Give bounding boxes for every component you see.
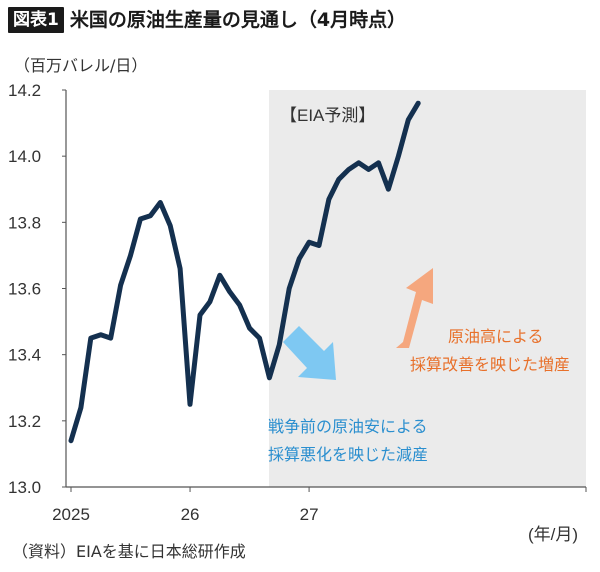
x-tick-label: 2025 bbox=[52, 505, 90, 524]
y-tick-label: 14.2 bbox=[8, 81, 41, 100]
annotation-decrease-line2: 採算悪化を映じた減産 bbox=[268, 445, 428, 464]
down-arrow bbox=[283, 326, 336, 380]
x-tick-label: 27 bbox=[300, 505, 319, 524]
x-axis-unit-label: (年/月) bbox=[528, 525, 578, 544]
chart-title: 米国の原油生産量の見通し（4月時点） bbox=[69, 9, 407, 31]
y-tick-label: 14.0 bbox=[8, 147, 41, 166]
y-tick-label: 13.8 bbox=[8, 213, 41, 232]
up-arrow bbox=[396, 268, 433, 348]
y-tick-label: 13.4 bbox=[8, 346, 41, 365]
annotation-decrease-line1: 戦争前の原油安による bbox=[268, 417, 428, 436]
series-line bbox=[68, 100, 421, 444]
x-tick-label: 26 bbox=[181, 505, 200, 524]
annotation-increase-line1: 原油高による bbox=[448, 327, 544, 346]
y-tick-label: 13.0 bbox=[8, 478, 41, 497]
chart-header: 図表1 米国の原油生産量の見通し（4月時点） bbox=[8, 6, 406, 34]
y-tick-label: 13.2 bbox=[8, 412, 41, 431]
annotation-increase-line2: 採算改善を映じた増産 bbox=[410, 355, 570, 374]
y-axis-unit-label: （百万バレル/日） bbox=[14, 56, 148, 75]
figure-badge: 図表1 bbox=[8, 7, 64, 33]
forecast-label: 【EIA予測】 bbox=[280, 106, 375, 125]
source-note: （資料）EIAを基に日本総研作成 bbox=[12, 542, 246, 561]
y-tick-label: 13.6 bbox=[8, 280, 41, 299]
